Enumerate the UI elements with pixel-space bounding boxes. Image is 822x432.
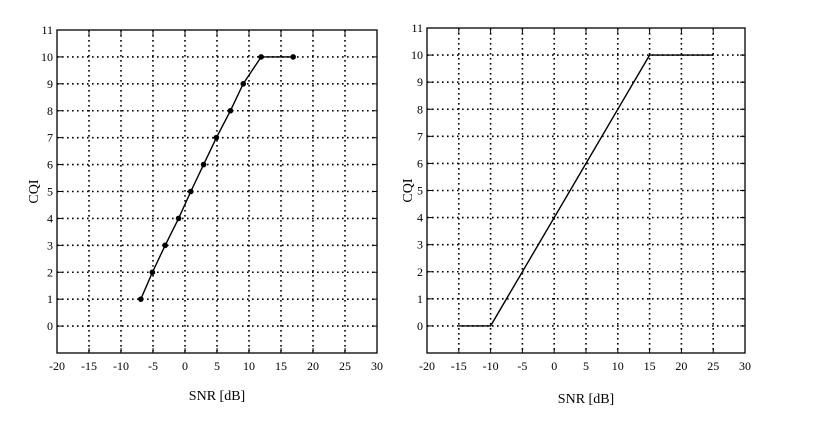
x-tick-label: -15 bbox=[81, 359, 97, 373]
x-axis-label: SNR [dB] bbox=[189, 389, 245, 404]
x-tick-label: -15 bbox=[451, 359, 467, 373]
y-tick-label: 4 bbox=[417, 211, 423, 225]
x-tick-label: 10 bbox=[612, 359, 624, 373]
x-tick-label: 10 bbox=[243, 359, 255, 373]
y-tick-label: 10 bbox=[411, 48, 423, 62]
y-tick-label: 0 bbox=[417, 319, 423, 333]
y-axis-label: CQI bbox=[27, 179, 42, 203]
y-tick-label: 9 bbox=[417, 75, 423, 89]
x-tick-label: 0 bbox=[182, 359, 188, 373]
series-line bbox=[140, 56, 294, 300]
y-tick-label: 8 bbox=[47, 104, 53, 118]
x-tick-label: 25 bbox=[339, 359, 351, 373]
y-axis-label: CQI bbox=[401, 178, 416, 202]
x-tick-label: -5 bbox=[148, 359, 158, 373]
x-tick-label: 15 bbox=[644, 359, 656, 373]
x-tick-label: -20 bbox=[419, 359, 435, 373]
chart-right: -20 -15 -10 -5 0 5 10 15 20 25 30 0 1 2 3 4 5 6 7 8 9 10 11 SNR… bbox=[401, 21, 751, 407]
y-tick-label: 1 bbox=[47, 292, 53, 306]
y-tick-label: 10 bbox=[41, 50, 53, 64]
data-point bbox=[175, 215, 182, 222]
x-tick-label: 15 bbox=[275, 359, 287, 373]
x-tick-label: 20 bbox=[307, 359, 319, 373]
x-axis-label: SNR [dB] bbox=[558, 392, 614, 407]
data-point bbox=[200, 161, 207, 168]
y-tick-label: 4 bbox=[47, 211, 53, 225]
x-tick-label: 5 bbox=[214, 359, 220, 373]
y-tick-label: 6 bbox=[417, 156, 423, 170]
y-tick-label: 3 bbox=[47, 238, 53, 252]
x-tick-label: 5 bbox=[583, 359, 589, 373]
y-tick-label: 8 bbox=[417, 102, 423, 116]
chart-left: -20 -15 -10 -5 0 5 10 15 20 25 30 0 1 2 3 4 5 6 7 8 9 10 11 SNR… bbox=[27, 23, 383, 404]
x-tick-label: 30 bbox=[739, 359, 751, 373]
y-tick-label: 7 bbox=[417, 129, 423, 143]
y-tick-label: 1 bbox=[417, 292, 423, 306]
y-tick-label: 3 bbox=[417, 238, 423, 252]
data-point bbox=[258, 54, 264, 60]
data-point bbox=[240, 81, 247, 87]
x-tick-label: 0 bbox=[551, 359, 557, 373]
data-point bbox=[138, 296, 144, 302]
data-point bbox=[213, 134, 220, 141]
data-point bbox=[187, 188, 194, 195]
x-tick-label: -10 bbox=[483, 359, 499, 373]
y-tick-label: 0 bbox=[47, 319, 53, 333]
y-tick-label: 11 bbox=[411, 21, 423, 35]
y-tick-label: 9 bbox=[47, 77, 53, 91]
y-tick-label: 7 bbox=[47, 131, 53, 145]
x-tick-label: -10 bbox=[113, 359, 129, 373]
x-tick-label: -20 bbox=[49, 359, 65, 373]
x-tick-label: 25 bbox=[707, 359, 719, 373]
data-point bbox=[149, 269, 156, 276]
data-point bbox=[162, 242, 168, 249]
data-point bbox=[290, 54, 296, 60]
y-tick-label: 2 bbox=[417, 265, 423, 279]
x-tick-label: 30 bbox=[371, 359, 383, 373]
series-line bbox=[458, 54, 714, 327]
x-tick-label: -5 bbox=[517, 359, 527, 373]
y-tick-label: 5 bbox=[417, 184, 423, 198]
y-tick-label: 2 bbox=[47, 265, 53, 279]
y-tick-label: 5 bbox=[47, 185, 53, 199]
y-tick-label: 11 bbox=[41, 23, 53, 37]
data-point bbox=[227, 107, 234, 114]
y-tick-label: 6 bbox=[47, 158, 53, 172]
x-tick-label: 20 bbox=[675, 359, 687, 373]
